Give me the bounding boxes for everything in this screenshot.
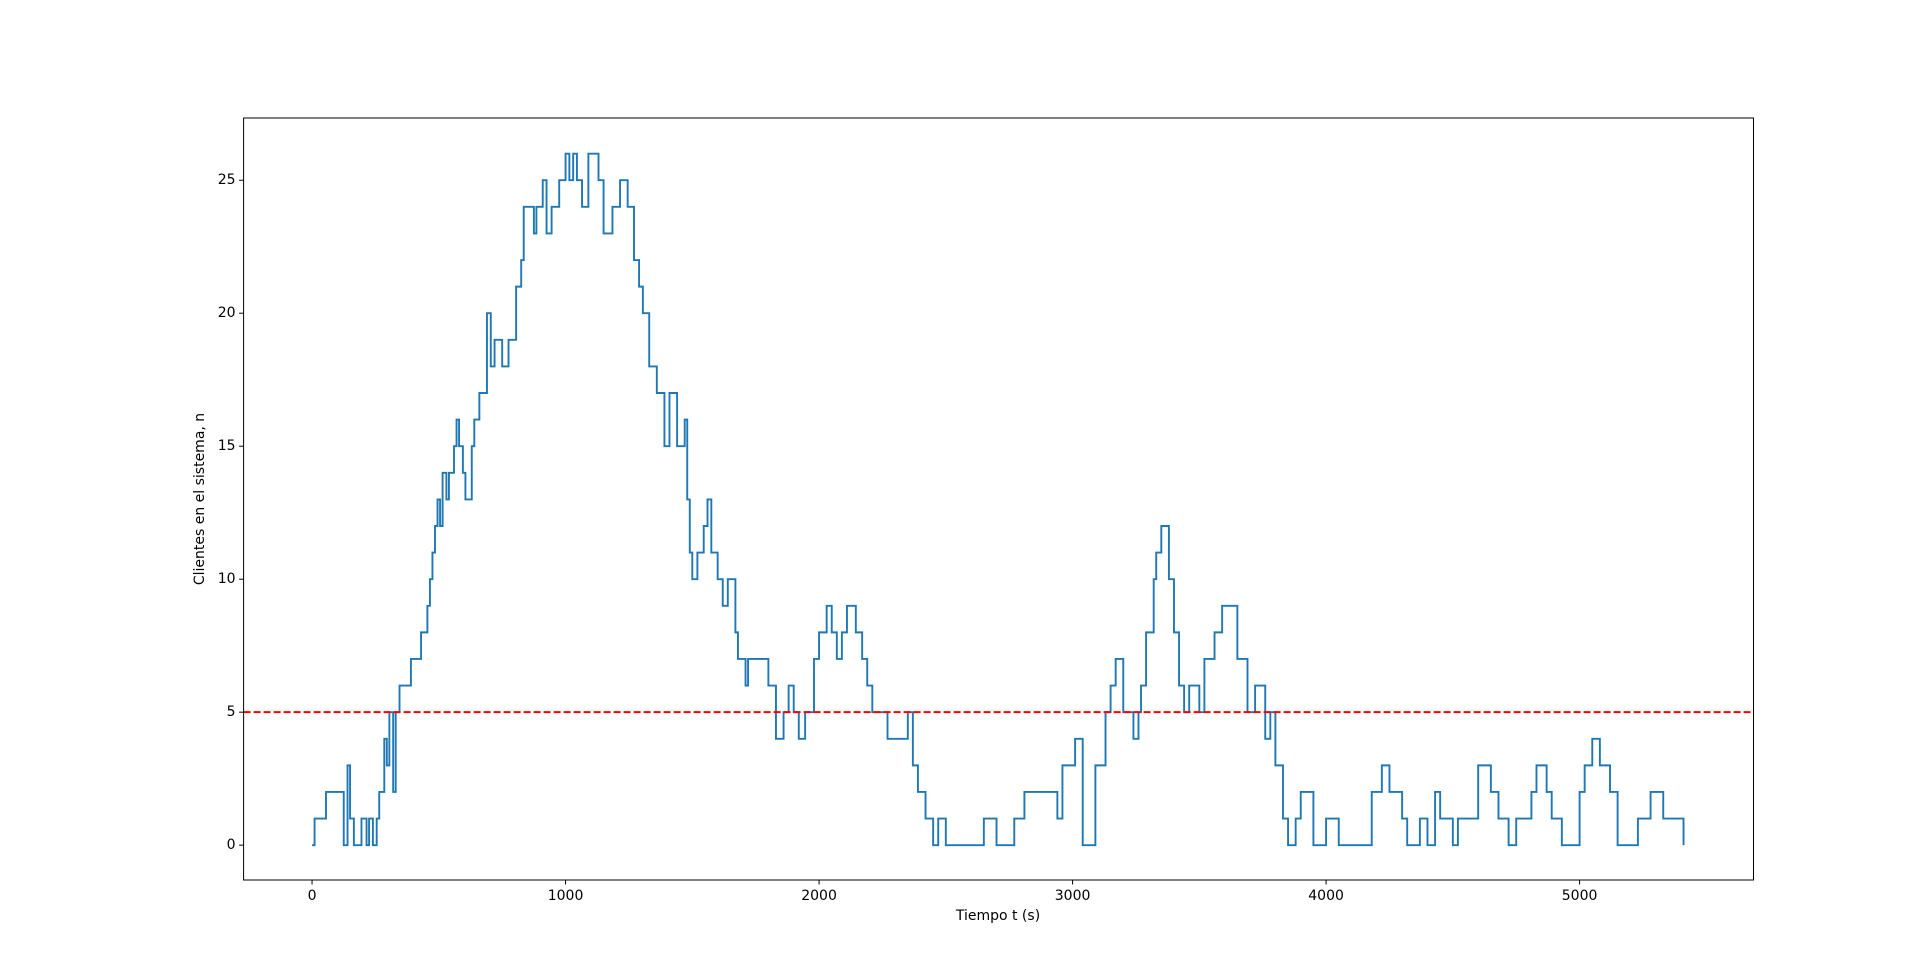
- y-tick-label: 20: [218, 305, 236, 321]
- x-axis-label: Tiempo t (s): [955, 908, 1040, 924]
- y-tick-label: 15: [218, 438, 236, 454]
- y-tick-label: 5: [227, 704, 236, 720]
- x-tick-label: 3000: [1055, 888, 1091, 904]
- y-tick-label: 0: [227, 837, 236, 853]
- x-tick-label: 5000: [1562, 888, 1598, 904]
- y-tick-label: 10: [218, 571, 236, 587]
- x-tick-label: 0: [308, 888, 317, 904]
- plot-frame: [243, 117, 1755, 881]
- data-line: [312, 152, 1685, 847]
- x-tick-label: 1000: [548, 888, 584, 904]
- y-tick-label: 25: [218, 172, 236, 188]
- y-axis-label: Clientes en el sistema, n: [192, 413, 208, 585]
- x-tick-label: 4000: [1308, 888, 1344, 904]
- x-tick-label: 2000: [801, 888, 837, 904]
